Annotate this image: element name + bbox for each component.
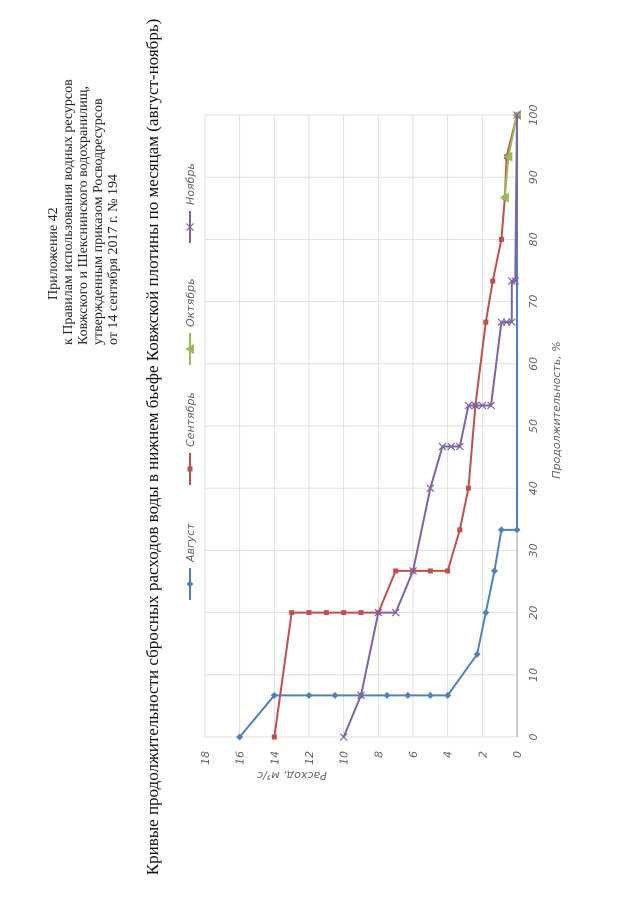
marker: [487, 401, 495, 410]
y-tick-label: 2: [476, 751, 489, 758]
marker: [358, 610, 364, 616]
x-tick-label: 30: [527, 543, 540, 557]
x-tick-label: 40: [527, 481, 540, 495]
marker: [426, 484, 435, 493]
y-tick-label: 16: [234, 751, 247, 765]
marker: [483, 319, 489, 325]
marker: [306, 610, 312, 616]
marker: [339, 733, 348, 741]
marker: [499, 192, 509, 203]
marker: [393, 568, 399, 574]
x-axis-title: Продолжительность, %: [550, 341, 563, 478]
chart-title: Кривые продолжительности сбросных расход…: [143, 19, 162, 875]
header-line: Ковжского и Шекснинского водохранилищ,: [76, 86, 91, 345]
marker: [445, 568, 451, 574]
legend-label: Август: [184, 523, 197, 563]
marker: [357, 691, 365, 700]
marker: [374, 608, 383, 617]
y-tick-label: 18: [199, 751, 212, 765]
marker: [426, 691, 434, 699]
marker: [271, 734, 277, 740]
marker: [498, 236, 504, 242]
header-line: Приложение 42: [46, 207, 61, 300]
rotated-sheet: Приложение 42 к Правилам использования в…: [46, 19, 563, 875]
y-tick-label: 12: [303, 751, 316, 765]
legend-marker: [186, 580, 194, 588]
marker: [383, 691, 391, 699]
marker: [438, 442, 447, 451]
marker: [447, 442, 456, 451]
marker: [444, 691, 452, 699]
header-line: от 14 сентября 2017 г. № 194: [106, 174, 121, 345]
y-tick-label: 14: [268, 751, 281, 765]
y-tick-label: 8: [372, 751, 385, 758]
header-line: к Правилам использования водных ресурсов: [61, 79, 76, 345]
marker: [404, 691, 412, 699]
x-tick-label: 70: [527, 295, 540, 309]
marker: [478, 401, 487, 410]
marker: [305, 691, 313, 699]
marker: [270, 691, 278, 699]
y-tick-label: 6: [407, 751, 420, 758]
marker: [497, 526, 505, 534]
x-tick-label: 20: [527, 606, 540, 620]
marker: [391, 608, 400, 617]
marker: [331, 691, 339, 699]
marker: [482, 609, 490, 617]
x-tick-label: 50: [527, 419, 540, 433]
marker: [289, 610, 295, 616]
x-tick-label: 0: [527, 734, 540, 741]
marker: [236, 733, 244, 741]
marker: [409, 567, 417, 575]
legend-label: Сентябрь: [184, 392, 197, 447]
marker: [513, 111, 521, 119]
legend-marker: [186, 223, 194, 231]
marker: [503, 151, 513, 162]
marker: [511, 277, 520, 285]
marker: [490, 278, 496, 284]
marker: [464, 401, 473, 410]
x-tick-label: 60: [527, 357, 540, 371]
marker: [507, 277, 516, 285]
marker: [490, 567, 498, 575]
marker: [427, 568, 433, 574]
y-tick-label: 4: [442, 751, 455, 758]
marker: [323, 610, 329, 616]
marker: [457, 527, 463, 533]
legend-label: Октябрь: [184, 278, 197, 327]
x-tick-label: 100: [527, 105, 540, 126]
marker: [471, 401, 480, 410]
marker: [341, 610, 347, 616]
y-tick-label: 0: [511, 751, 524, 758]
y-tick-label: 10: [338, 751, 351, 765]
marker: [473, 650, 481, 658]
series-line: [273, 114, 518, 738]
legend-marker: [187, 466, 193, 472]
legend-label: Ноябрь: [184, 163, 197, 205]
x-tick-label: 80: [527, 232, 540, 246]
x-tick-label: 90: [527, 170, 540, 184]
marker: [513, 526, 521, 534]
marker: [507, 318, 516, 327]
marker: [455, 442, 464, 451]
legend-marker: [185, 344, 194, 354]
y-axis-title: Расход, м³/с: [257, 769, 327, 782]
marker: [465, 485, 471, 491]
header-line: утвержденным приказом Росводресурсов: [91, 98, 106, 345]
x-tick-label: 10: [527, 668, 540, 682]
